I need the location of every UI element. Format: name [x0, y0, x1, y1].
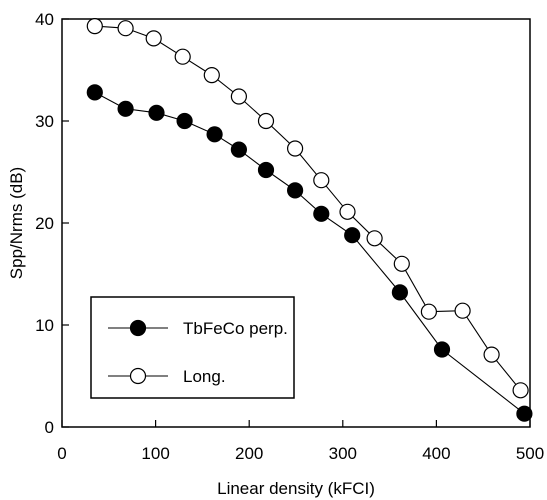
filled-point: [86, 84, 103, 101]
open-point: [230, 88, 247, 105]
x-tick-label: 300: [329, 444, 357, 463]
open-point: [86, 18, 103, 35]
filled-point: [176, 112, 193, 130]
y-axis-title: Spp/Nrms (dB): [7, 167, 26, 279]
open-point: [512, 382, 529, 399]
filled-point: [287, 182, 304, 199]
y-tick-label: 0: [45, 418, 54, 437]
y-tick-label: 30: [35, 112, 54, 131]
filled-point: [257, 161, 275, 179]
x-tick-label: 500: [516, 444, 544, 463]
filled-point: [433, 341, 451, 358]
open-point: [117, 20, 134, 37]
filled-point: [344, 227, 361, 244]
y-tick-label: 20: [35, 214, 54, 233]
legend: TbFeCo perp. Long.: [90, 296, 295, 399]
y-tick-label: 40: [35, 10, 54, 29]
y-tick-label: 10: [35, 316, 54, 335]
x-tick-label: 200: [235, 444, 263, 463]
open-point: [287, 140, 304, 157]
filled-point: [148, 104, 165, 121]
filled-point: [230, 141, 247, 158]
legend-marker-filled-circle: [129, 319, 147, 337]
axis-ticks: 0 100 200 300 400 500 0 10 20 30 40: [35, 10, 544, 463]
x-tick-label: 100: [141, 444, 169, 463]
open-point: [203, 66, 220, 84]
filled-point: [516, 405, 533, 422]
x-tick-label: 400: [422, 444, 450, 463]
open-point: [145, 30, 162, 47]
series-group: [86, 18, 533, 422]
filled-point: [391, 284, 408, 301]
open-point: [366, 230, 383, 247]
open-point: [339, 203, 356, 220]
series-line-1: [94, 25, 522, 391]
legend-box: [90, 296, 295, 399]
x-tick-label: 0: [57, 444, 66, 463]
filled-point: [117, 100, 134, 117]
open-point: [420, 303, 437, 320]
x-axis-title: Linear density (kFCI): [217, 479, 375, 498]
open-point: [454, 302, 471, 319]
open-point: [174, 48, 191, 65]
legend-marker-open-circle: [129, 367, 147, 385]
legend-label-long: Long.: [183, 367, 226, 386]
legend-label-tbfeco: TbFeCo perp.: [183, 319, 288, 338]
open-point: [313, 172, 330, 189]
filled-point: [206, 126, 223, 143]
open-point: [483, 346, 500, 363]
open-point: [257, 112, 275, 130]
filled-point: [313, 205, 330, 222]
open-point: [393, 255, 410, 272]
